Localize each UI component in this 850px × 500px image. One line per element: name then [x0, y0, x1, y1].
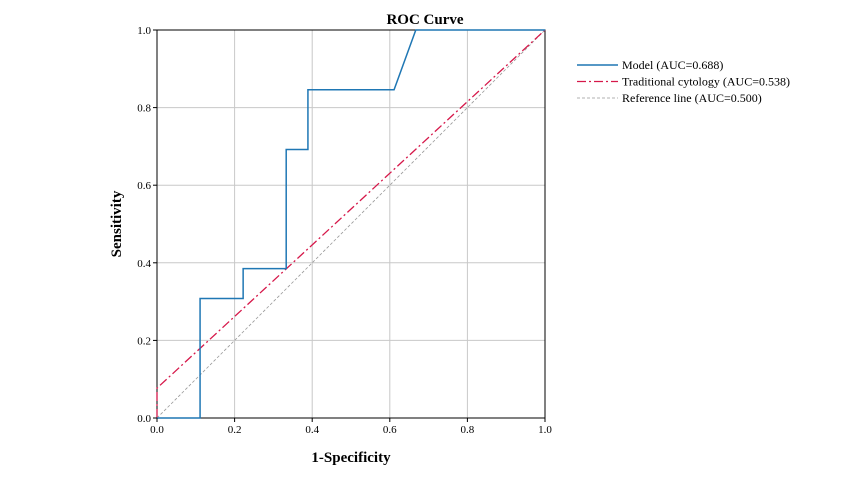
y-tick-label: 0.2 [137, 335, 151, 347]
x-tick-label: 0.6 [383, 424, 397, 436]
legend-label-0: Model (AUC=0.688) [622, 58, 723, 72]
series-line-1 [156, 29, 546, 418]
y-tick-label: 0.4 [137, 258, 151, 270]
y-tick-label: 1.0 [137, 25, 151, 37]
y-axis-title: Sensitivity [109, 190, 125, 257]
legend-label-2: Reference line (AUC=0.500) [622, 91, 762, 105]
y-tick-label: 0.8 [137, 103, 151, 115]
series-line-0 [157, 29, 545, 419]
chart-title: ROC Curve [386, 12, 463, 28]
plot-frame [156, 29, 546, 419]
legend: Model (AUC=0.688) Traditional cytology (A… [577, 58, 790, 105]
x-tick-label: 0.8 [461, 424, 475, 436]
x-tick-label: 0.2 [228, 424, 242, 436]
x-tick-label: 0.4 [305, 424, 319, 436]
series-line-2 [156, 29, 546, 419]
y-tick-label: 0.0 [137, 413, 151, 425]
series-layer [156, 29, 546, 419]
x-tick-label: 1.0 [538, 424, 552, 436]
y-tick-label: 0.6 [137, 180, 151, 192]
legend-label-1: Traditional cytology (AUC=0.538) [622, 75, 790, 89]
x-axis-title: 1-Specificity [311, 450, 391, 466]
axes: 0.0 0.2 0.4 0.6 0.8 1.0 0.0 0.2 0.4 0.6 0.8 1.0 [137, 25, 552, 436]
x-tick-label: 0.0 [150, 424, 164, 436]
